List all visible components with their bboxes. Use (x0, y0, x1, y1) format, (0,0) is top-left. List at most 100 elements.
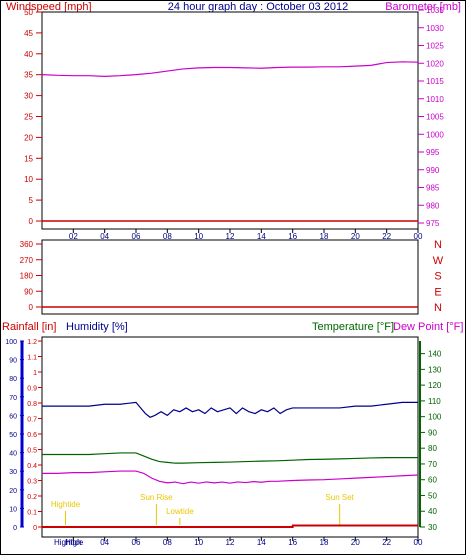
barometer-tick-label: 1030 (426, 24, 444, 33)
barometer-tick-label: 1035 (426, 6, 444, 15)
x-tick-label: 00 (414, 232, 423, 241)
x-tick-label: 04 (100, 538, 109, 547)
annotation-label: Lowtide (166, 507, 194, 516)
rainfall-tick-label: 1 (33, 370, 37, 377)
temperature-tick-label: 40 (428, 507, 437, 516)
compass-label: N (434, 302, 442, 314)
temperature-tick-label: 30 (428, 523, 437, 532)
rainfall-tick-label: 0.7 (27, 417, 37, 424)
barometer-tick-label: 1015 (426, 77, 444, 86)
temperature-tick-label: 80 (428, 444, 437, 453)
rainfall-tick-label: 0.8 (27, 401, 37, 408)
rainfall-line (42, 524, 418, 528)
windspeed-tick-label: 20 (24, 133, 33, 142)
humidity-line (42, 401, 418, 418)
x-tick-label: 16 (288, 538, 297, 547)
humidity-tick-label: 70 (9, 395, 17, 402)
annotation-label: Hightide (51, 500, 81, 509)
rainfall-tick-label: 1.2 (27, 339, 37, 346)
temperature-tick-label: 110 (428, 397, 441, 406)
temperature-tick-label: 130 (428, 365, 442, 374)
x-tick-label: 18 (320, 538, 329, 547)
windspeed-tick-label: 25 (24, 113, 33, 122)
rainfall-tick-label: 0.9 (27, 386, 37, 393)
humidity-tick-label: 80 (9, 376, 17, 383)
direction-tick-label: 270 (20, 256, 34, 265)
barometer-tick-label: 1010 (426, 95, 444, 104)
humidity-axis-label: Humidity [%] (66, 321, 128, 333)
temperature-tick-label: 50 (428, 491, 437, 500)
humidity-tick-label: 90 (9, 358, 17, 365)
windspeed-tick-label: 15 (24, 154, 33, 163)
temperature-tick-label: 120 (428, 381, 442, 390)
barometer-tick-label: 995 (426, 148, 440, 157)
humidity-tick-label: 100 (5, 339, 17, 346)
annotation-label: Sun Set (325, 493, 354, 502)
barometer-tick-label: 1000 (426, 130, 444, 139)
wind-direction-panel (41, 239, 419, 315)
temperature-tick-label: 90 (428, 428, 437, 437)
direction-tick-label: 0 (29, 303, 34, 312)
barometer-tick-label: 975 (426, 219, 440, 228)
x-tick-label: 04 (100, 232, 109, 241)
rainfall-tick-label: 0.2 (27, 494, 37, 501)
rainfall-tick-label: 0.4 (27, 463, 37, 470)
x-tick-label: 14 (257, 538, 266, 547)
rainfall-axis-label: Rainfall [in] (2, 321, 56, 333)
direction-tick-label: 180 (20, 272, 34, 281)
humidity-tick-label: 50 (9, 432, 17, 439)
humidity-tick-label: 20 (9, 488, 17, 495)
humidity-tick-label: 40 (9, 451, 17, 458)
temperature-line (42, 452, 418, 464)
temperature-tick-label: 70 (428, 460, 437, 469)
rainfall-tick-label: 0 (33, 525, 37, 532)
rainfall-tick-label: 0.6 (27, 432, 37, 439)
temperature-tick-label: 100 (428, 413, 442, 422)
x-tick-label: 08 (163, 232, 172, 241)
x-tick-label: 08 (163, 538, 172, 547)
humidity-tick-label: 30 (9, 469, 17, 476)
x-tick-label: 16 (288, 232, 297, 241)
windspeed-tick-label: 10 (24, 175, 33, 184)
windspeed-tick-label: 40 (24, 50, 33, 59)
temperature-axis-label: Temperature [°F] (312, 321, 394, 333)
compass-label: E (434, 286, 441, 298)
graph-title: 24 hour graph day : October 03 2012 (168, 1, 348, 13)
windspeed-axis-label: Windspeed [mph] (6, 1, 92, 13)
rainfall-tick-label: 1.1 (27, 355, 37, 362)
x-tick-label: 02 (69, 232, 78, 241)
barometer-line (41, 61, 419, 77)
rainfall-tick-label: 0.3 (27, 479, 37, 486)
barometer-tick-label: 990 (426, 166, 440, 175)
barometer-tick-label: 1005 (426, 113, 444, 122)
barometer-axis-label: Barometer [mb] (385, 1, 461, 13)
annotation-label: Sun Rise (140, 493, 173, 502)
windspeed-tick-label: 0 (29, 217, 34, 226)
compass-label: N (434, 239, 442, 251)
barometer-tick-label: 1020 (426, 59, 444, 68)
windspeed-tick-label: 35 (24, 71, 33, 80)
dewpoint-line (42, 470, 419, 485)
x-tick-label: 06 (132, 538, 141, 547)
dewpoint-axis-label: Dew Point [°F] (393, 321, 463, 333)
rainfall-tick-label: 0.5 (27, 448, 37, 455)
x-tick-label: 12 (226, 232, 235, 241)
barometer-tick-label: 980 (426, 201, 440, 210)
compass-label: W (433, 255, 444, 267)
x-tick-label: 22 (382, 538, 391, 547)
x-tick-label: 00 (414, 538, 423, 547)
humidity-tick-label: 0 (13, 525, 17, 532)
barometer-tick-label: 1025 (426, 42, 444, 51)
windspeed-tick-label: 45 (24, 29, 33, 38)
direction-tick-label: 360 (20, 240, 34, 249)
x-tick-label: High (65, 538, 81, 547)
compass-label: S (434, 271, 441, 283)
humidity-tick-label: 10 (9, 506, 17, 513)
rainfall-tick-label: 0.1 (27, 510, 37, 517)
direction-tick-label: 90 (24, 287, 33, 296)
x-tick-label: 06 (132, 232, 141, 241)
windspeed-tick-label: 50 (24, 8, 33, 17)
